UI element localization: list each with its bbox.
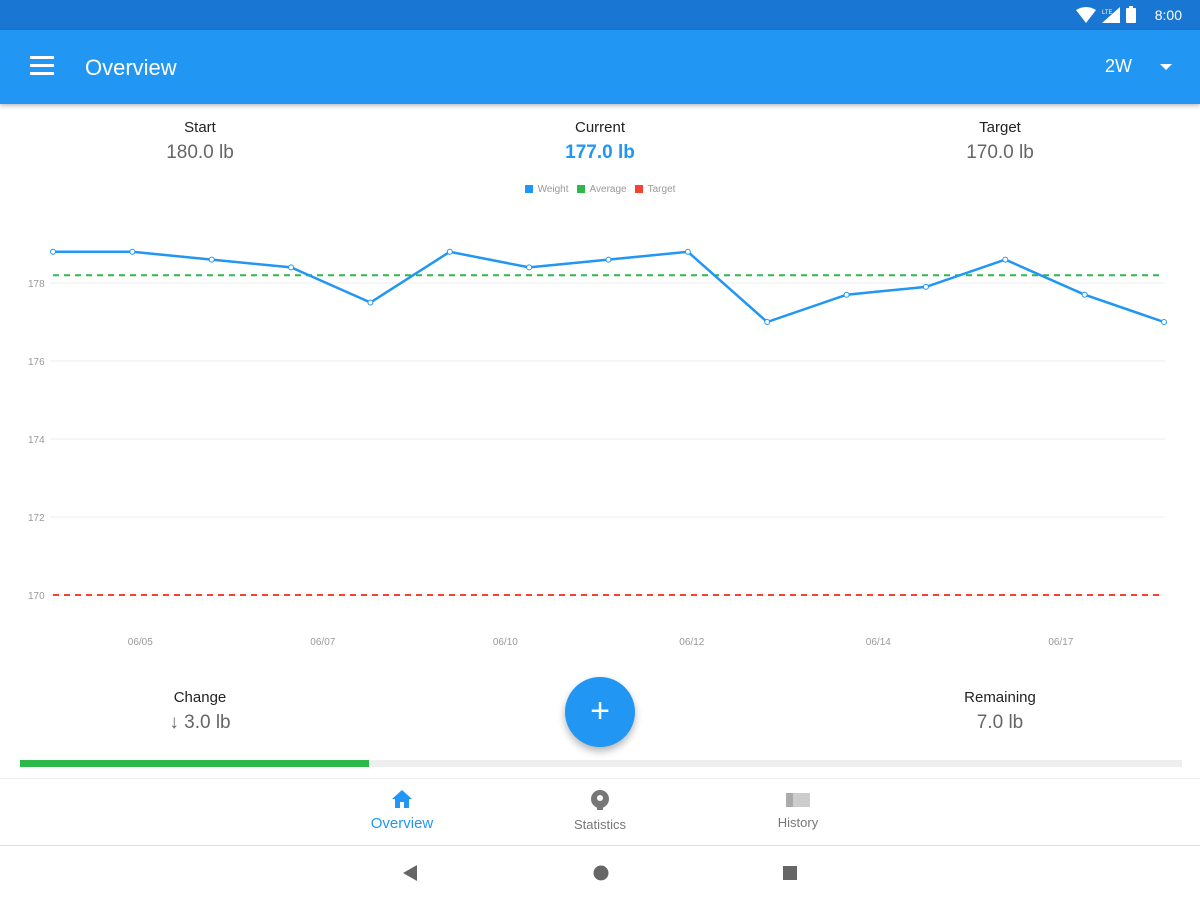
goal-progress-bar <box>20 760 1182 767</box>
start-stat: Start 180.0 lb <box>50 119 350 164</box>
weight-point <box>922 283 929 290</box>
y-tick-label: 178 <box>28 279 45 290</box>
clock: 8:00 <box>1154 7 1182 23</box>
weight-point <box>288 264 295 271</box>
weight-point <box>129 248 136 255</box>
x-tick-label: 06/12 <box>679 637 704 648</box>
change-value: ↓ 3.0 lb <box>169 712 231 733</box>
network-label: LTE <box>1102 10 1113 16</box>
nav-statistics-label: Statistics <box>573 817 626 832</box>
weight-point <box>1081 291 1088 298</box>
legend-average-label: Average <box>589 184 627 195</box>
y-tick-label: 170 <box>28 591 45 602</box>
menu-icon[interactable] <box>30 56 54 76</box>
nav-statistics[interactable]: Statistics <box>540 789 660 832</box>
dropdown-caret-icon <box>1160 63 1172 70</box>
status-bar: LTE 8:00 <box>0 0 1200 30</box>
legend-weight-label: Weight <box>537 184 569 195</box>
weight-point <box>684 248 691 255</box>
page-title: Overview <box>85 55 177 80</box>
current-value: 177.0 lb <box>565 142 635 163</box>
y-tick-label: 172 <box>28 513 45 524</box>
x-tick-label: 06/05 <box>128 637 153 648</box>
battery-icon <box>1126 6 1136 23</box>
legend-average: Average <box>576 184 627 195</box>
system-navigation-bar <box>0 847 1200 900</box>
y-tick-label: 176 <box>28 357 45 368</box>
wifi-icon <box>1076 6 1096 23</box>
add-entry-button[interactable]: + <box>565 677 635 747</box>
current-stat: Current 177.0 lb <box>450 119 750 164</box>
x-tick-label: 06/14 <box>866 637 891 648</box>
chart-legend: Weight Average Target <box>0 184 1200 195</box>
nav-overview-label: Overview <box>370 815 434 832</box>
target-label: Target <box>979 119 1021 136</box>
target-value: 170.0 lb <box>966 142 1034 163</box>
weight-point <box>843 291 850 298</box>
recents-icon[interactable] <box>783 866 797 885</box>
weight-chart[interactable]: 170 172 174 176 178 06/05 06/07 06/10 06/12 06/14… <box>0 200 1200 660</box>
weight-point <box>367 299 374 306</box>
remaining-stat: Remaining 7.0 lb <box>850 689 1150 734</box>
nav-overview[interactable]: Overview <box>342 789 462 832</box>
change-label: Change <box>173 689 227 706</box>
x-tick-label: 06/17 <box>1048 637 1073 648</box>
weight-point <box>446 248 453 255</box>
progress-fill <box>20 760 369 767</box>
remaining-label: Remaining <box>964 689 1036 706</box>
range-dropdown[interactable]: 2W <box>1105 56 1172 77</box>
start-value: 180.0 lb <box>166 142 234 163</box>
home-icon <box>392 790 412 808</box>
home-button-icon[interactable] <box>593 865 609 886</box>
nav-history[interactable]: History <box>738 789 858 830</box>
legend-weight: Weight <box>524 184 569 195</box>
weight-point <box>1002 256 1009 263</box>
remaining-value: 7.0 lb <box>976 712 1024 733</box>
legend-target-label: Target <box>647 184 676 195</box>
weight-point <box>526 264 533 271</box>
legend-target: Target <box>634 184 676 195</box>
weight-point <box>605 256 612 263</box>
change-stat: Change ↓ 3.0 lb <box>50 689 350 734</box>
back-icon[interactable] <box>403 865 417 886</box>
range-value: 2W <box>1105 56 1132 76</box>
weight-point <box>1161 319 1167 325</box>
bottom-navigation: Overview Statistics History <box>0 778 1200 846</box>
target-stat: Target 170.0 lb <box>850 119 1150 164</box>
current-label: Current <box>574 119 626 136</box>
weight-point <box>50 248 56 255</box>
x-tick-label: 06/10 <box>493 637 518 648</box>
history-list-icon <box>786 793 810 807</box>
y-tick-label: 174 <box>28 435 45 446</box>
app-bar: Overview 2W <box>0 30 1200 104</box>
x-tick-label: 06/07 <box>310 637 335 648</box>
weight-point <box>764 319 771 325</box>
weight-point <box>208 256 215 263</box>
statistics-icon <box>591 790 609 810</box>
start-label: Start <box>184 119 216 136</box>
signal-icon: LTE <box>1102 6 1120 23</box>
nav-history-label: History <box>777 815 819 830</box>
